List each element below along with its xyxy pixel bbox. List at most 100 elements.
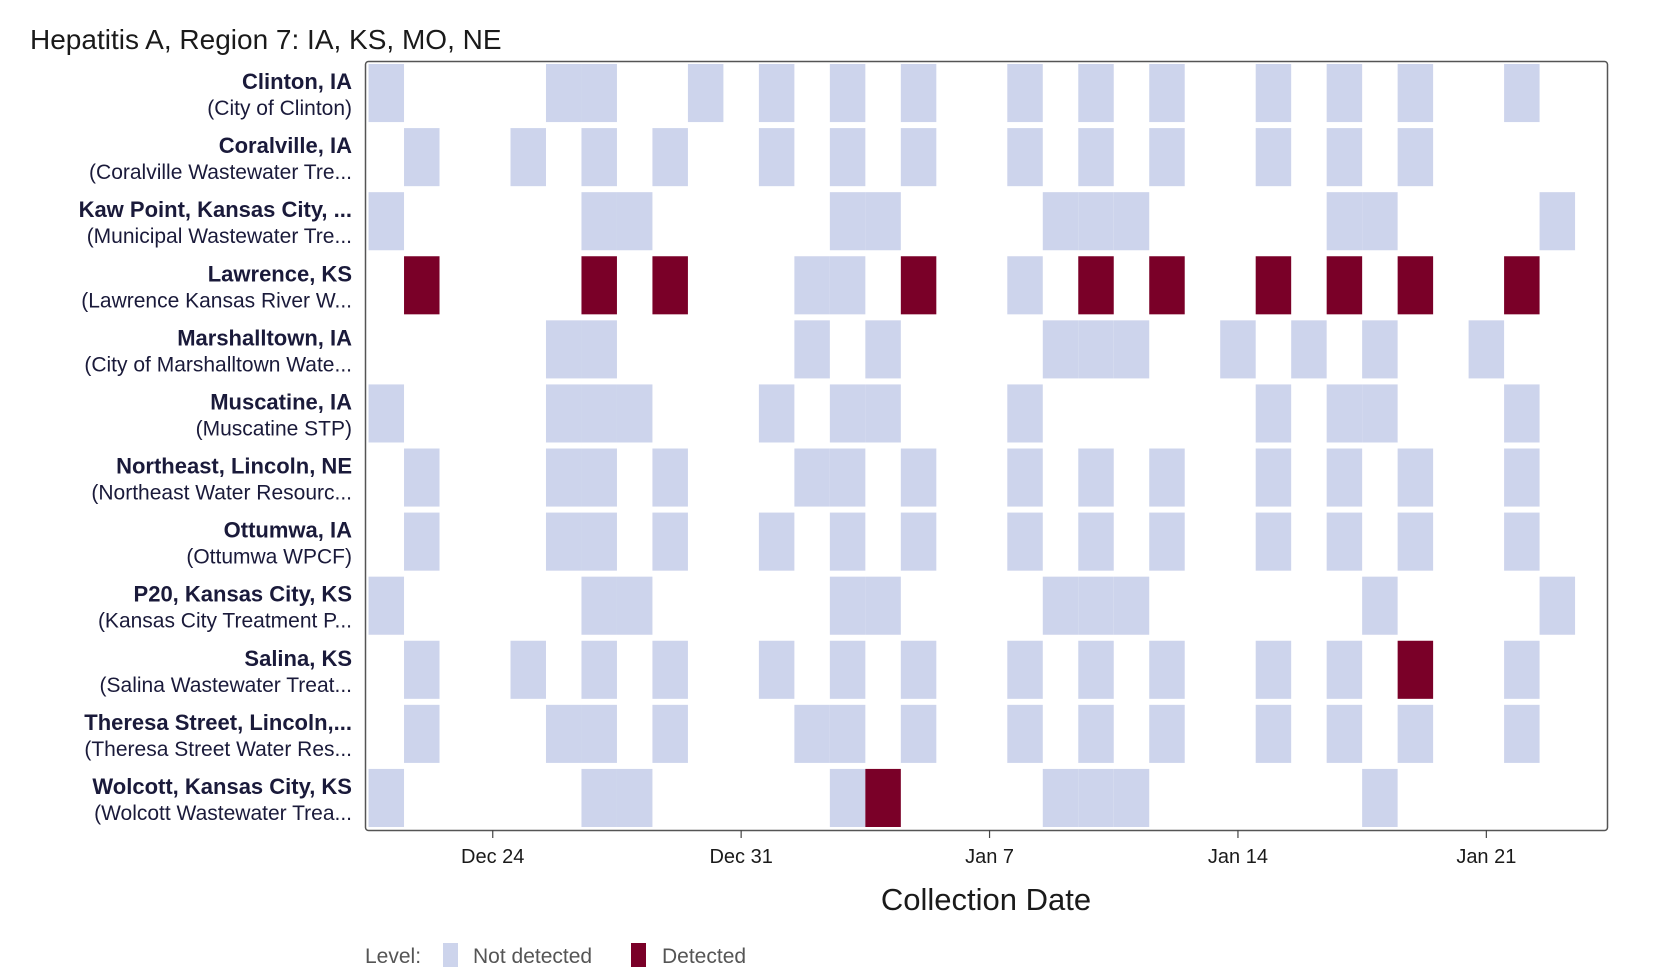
heatmap-cell (900, 448, 937, 507)
heatmap-cell (1255, 448, 1292, 507)
heatmap-cell (1326, 192, 1363, 251)
heatmap-cell (1078, 640, 1114, 699)
heatmap-cell (865, 768, 901, 827)
heatmap-cell (581, 704, 617, 763)
x-tick-label: Jan 21 (1456, 846, 1516, 868)
heatmap-cell (1113, 320, 1150, 379)
site-name-label: Wolcott, Kansas City, KS (92, 774, 352, 799)
site-facility-label: (Wolcott Wastewater Trea... (94, 802, 352, 825)
heatmap-cell (581, 64, 617, 123)
heatmap-cell (1007, 448, 1043, 507)
heatmap-cell (616, 768, 653, 827)
heatmap-cell (368, 576, 405, 635)
heatmap-cell (1362, 192, 1398, 251)
heatmap-cell (758, 640, 795, 699)
heatmap-cell (900, 64, 937, 123)
heatmap-cell (1078, 64, 1114, 123)
site-name-label: P20, Kansas City, KS (134, 582, 352, 607)
site-facility-label: (Lawrence Kansas River W... (81, 289, 352, 312)
site-name-label: Ottumwa, IA (224, 518, 352, 543)
site-facility-label: (Northeast Water Resourc... (91, 482, 352, 505)
heatmap-cell (1291, 320, 1327, 379)
heatmap-cell (1078, 192, 1114, 251)
heatmap-cell (581, 640, 617, 699)
heatmap-cell (1078, 320, 1114, 379)
heatmap-cell (1007, 128, 1043, 187)
plot-frame (364, 60, 1609, 832)
heatmap-cell (900, 640, 937, 699)
heatmap-cell (616, 576, 653, 635)
heatmap-cell (510, 128, 546, 187)
x-tick-label: Dec 24 (461, 846, 524, 868)
heatmap-cell (829, 128, 866, 187)
heatmap-cell (1078, 576, 1114, 635)
site-facility-label: (Coralville Wastewater Tre... (89, 161, 352, 184)
legend-swatch-detected (631, 943, 646, 967)
site-name-label: Coralville, IA (219, 133, 352, 158)
site-labels: Clinton, IA (City of Clinton) Coralville, … (79, 69, 353, 825)
heatmap-cell (1397, 704, 1434, 763)
legend-label-not-detected: Not detected (473, 945, 592, 968)
x-tick-label: Dec 31 (709, 846, 772, 868)
heatmap-cell (1539, 576, 1576, 635)
heatmap-cell (581, 576, 617, 635)
heatmap-cell (1007, 512, 1043, 571)
heatmap-cell (404, 256, 440, 315)
heatmap-cell (581, 192, 617, 251)
heatmap-cell (1149, 448, 1185, 507)
site-facility-label: (Theresa Street Water Res... (84, 738, 352, 761)
heatmap-cell (829, 512, 866, 571)
heatmap-cell (1504, 640, 1540, 699)
heatmap-cell (1078, 128, 1114, 187)
heatmap-cell (1149, 704, 1185, 763)
heatmap-cell (900, 128, 937, 187)
site-name-label: Lawrence, KS (208, 261, 352, 286)
heatmap-cell (1113, 192, 1150, 251)
heatmap-cell (900, 256, 937, 315)
site-facility-label: (Kansas City Treatment P... (98, 610, 352, 633)
heatmap-cell (1078, 448, 1114, 507)
heatmap-cell (616, 384, 653, 443)
heatmap-cell (829, 704, 866, 763)
heatmap-cell (545, 320, 582, 379)
heatmap-cell (829, 192, 866, 251)
heatmap-cell (794, 704, 830, 763)
heatmap-cell (404, 704, 440, 763)
heatmap-cell (794, 448, 830, 507)
site-name-label: Northeast, Lincoln, NE (116, 454, 352, 479)
heatmap-cell (1326, 704, 1363, 763)
heatmap-cell (368, 768, 405, 827)
heatmap-cell (1007, 704, 1043, 763)
heatmap-cell (829, 448, 866, 507)
heatmap-cell (1326, 448, 1363, 507)
heatmap-cell (865, 384, 901, 443)
heatmap-cell (1149, 640, 1185, 699)
heatmap-cell (581, 448, 617, 507)
heatmap-cell (687, 64, 724, 123)
x-tick-label: Jan 7 (965, 846, 1014, 868)
heatmap-cell (404, 128, 440, 187)
heatmap-cell (1326, 384, 1363, 443)
legend: Level: Not detected Detected (365, 943, 746, 968)
heatmap-cell (652, 448, 688, 507)
heatmap-cell (865, 320, 901, 379)
legend-title: Level: (365, 945, 421, 968)
heatmap-cell (1149, 128, 1185, 187)
site-facility-label: (Ottumwa WPCF) (186, 546, 352, 569)
heatmap-cell (1078, 704, 1114, 763)
heatmap-cell (404, 640, 440, 699)
heatmap-cell (581, 128, 617, 187)
site-facility-label: (Municipal Wastewater Tre... (87, 225, 352, 248)
chart-title: Hepatitis A, Region 7: IA, KS, MO, NE (30, 24, 502, 55)
heatmap-cell (1078, 768, 1114, 827)
heatmap-cell (1149, 64, 1185, 123)
heatmap-cell (368, 64, 405, 123)
site-facility-label: (Muscatine STP) (196, 417, 352, 440)
heatmap-cell (1504, 448, 1540, 507)
heatmap-cell (581, 256, 617, 315)
heatmap-cell (1042, 192, 1079, 251)
heatmap-cell (1397, 256, 1434, 315)
heatmap-cell (1326, 256, 1363, 315)
heatmap-cell (1397, 128, 1434, 187)
